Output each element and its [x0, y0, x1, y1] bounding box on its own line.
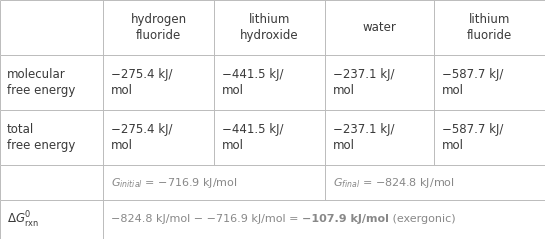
Text: $G_{\mathit{final}}$ = −824.8 kJ/mol: $G_{\mathit{final}}$ = −824.8 kJ/mol — [333, 175, 455, 190]
Text: −275.4 kJ/
mol: −275.4 kJ/ mol — [111, 123, 173, 152]
Text: total
free energy: total free energy — [7, 123, 75, 152]
Text: −587.7 kJ/
mol: −587.7 kJ/ mol — [442, 123, 504, 152]
Text: −441.5 kJ/
mol: −441.5 kJ/ mol — [222, 68, 283, 97]
Text: −441.5 kJ/
mol: −441.5 kJ/ mol — [222, 123, 283, 152]
Text: −587.7 kJ/
mol: −587.7 kJ/ mol — [442, 68, 504, 97]
Text: (exergonic): (exergonic) — [389, 214, 456, 224]
Text: −237.1 kJ/
mol: −237.1 kJ/ mol — [333, 123, 395, 152]
Text: −275.4 kJ/
mol: −275.4 kJ/ mol — [111, 68, 173, 97]
Text: lithium
fluoride: lithium fluoride — [467, 13, 512, 42]
Text: lithium
hydroxide: lithium hydroxide — [240, 13, 299, 42]
Text: $G_{\mathit{initial}}$ = −716.9 kJ/mol: $G_{\mathit{initial}}$ = −716.9 kJ/mol — [111, 175, 238, 190]
Text: $\Delta G^0_{\mathrm{rxn}}$: $\Delta G^0_{\mathrm{rxn}}$ — [7, 209, 39, 229]
Text: −824.8 kJ/mol − −716.9 kJ/mol =: −824.8 kJ/mol − −716.9 kJ/mol = — [111, 214, 302, 224]
Text: −107.9 kJ/mol: −107.9 kJ/mol — [302, 214, 389, 224]
Text: hydrogen
fluoride: hydrogen fluoride — [130, 13, 186, 42]
Text: molecular
free energy: molecular free energy — [7, 68, 75, 97]
Text: water: water — [362, 21, 396, 34]
Text: −237.1 kJ/
mol: −237.1 kJ/ mol — [333, 68, 395, 97]
